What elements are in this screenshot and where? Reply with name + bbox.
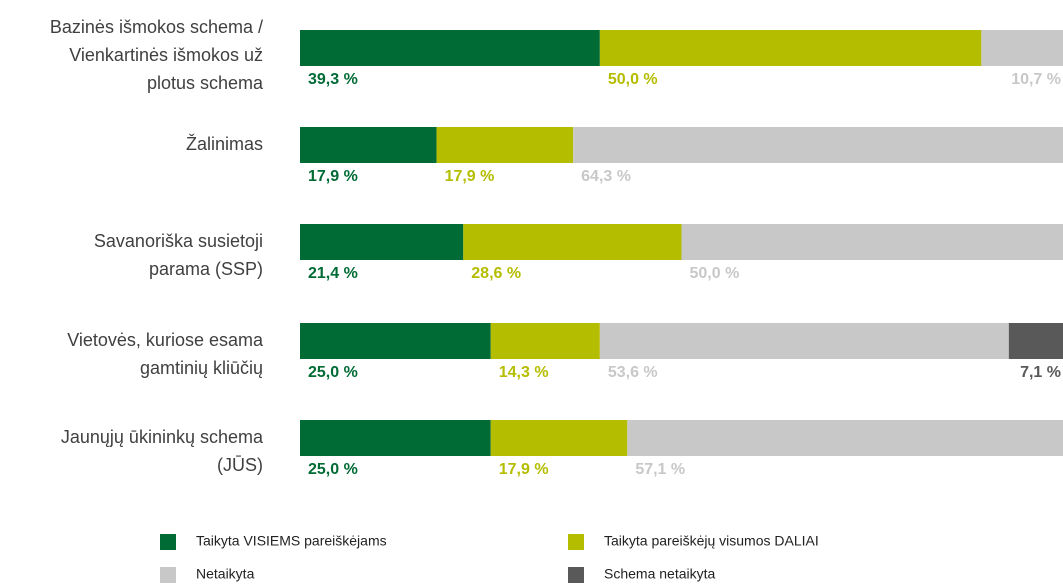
value-label: 25,0 % [308, 364, 358, 381]
value-label: 39,3 % [308, 71, 358, 88]
category-label: plotus schema [147, 73, 264, 93]
category-label: (JŪS) [217, 455, 263, 475]
category-label: Jaunųjų ūkininkų schema [61, 427, 264, 447]
legend-swatch [160, 534, 176, 550]
bar-segment [681, 224, 1063, 260]
legend-label: Taikyta pareiškėjų visumos DALIAI [604, 533, 819, 549]
value-label: 17,9 % [499, 461, 549, 478]
value-label: 28,6 % [471, 265, 521, 282]
value-label: 53,6 % [608, 364, 658, 381]
bar-segment [300, 127, 437, 163]
bar-segment [300, 224, 464, 260]
value-label: 14,3 % [499, 364, 549, 381]
legend-label: Taikyta VISIEMS pareiškėjams [196, 533, 387, 549]
bar-segment [300, 420, 491, 456]
bar-segment [490, 323, 600, 359]
value-label: 21,4 % [308, 265, 358, 282]
value-label: 17,9 % [445, 168, 495, 185]
category-label: Žalinimas [186, 134, 263, 154]
category-label: gamtinių kliūčių [140, 358, 263, 378]
bar-segment [573, 127, 1063, 163]
legend-swatch [568, 567, 584, 583]
category-label: Bazinės išmokos schema / [50, 17, 263, 37]
legend-label: Netaikyta [196, 566, 255, 582]
bar-segment [981, 30, 1063, 66]
value-label: 7,1 % [1020, 364, 1061, 381]
value-label: 25,0 % [308, 461, 358, 478]
category-label: Vienkartinės išmokos už [69, 45, 263, 65]
value-label: 10,7 % [1011, 71, 1061, 88]
bar-segment [300, 323, 491, 359]
value-label: 17,9 % [308, 168, 358, 185]
legend-swatch [568, 534, 584, 550]
bar-segment [300, 30, 600, 66]
bar-segment [599, 30, 982, 66]
category-label: parama (SSP) [149, 259, 263, 279]
legend-swatch [160, 567, 176, 583]
value-label: 57,1 % [635, 461, 685, 478]
bar-segment [627, 420, 1063, 456]
legend-label: Schema netaikyta [604, 566, 715, 582]
bar-segment [1008, 323, 1063, 359]
value-label: 50,0 % [690, 265, 740, 282]
category-label: Savanoriška susietoji [94, 231, 263, 251]
category-label: Vietovės, kuriose esama [67, 330, 264, 350]
bar-segment [490, 420, 628, 456]
value-label: 64,3 % [581, 168, 631, 185]
bar-segment [436, 127, 574, 163]
bar-segment [599, 323, 1009, 359]
bar-segment [463, 224, 682, 260]
value-label: 50,0 % [608, 71, 658, 88]
